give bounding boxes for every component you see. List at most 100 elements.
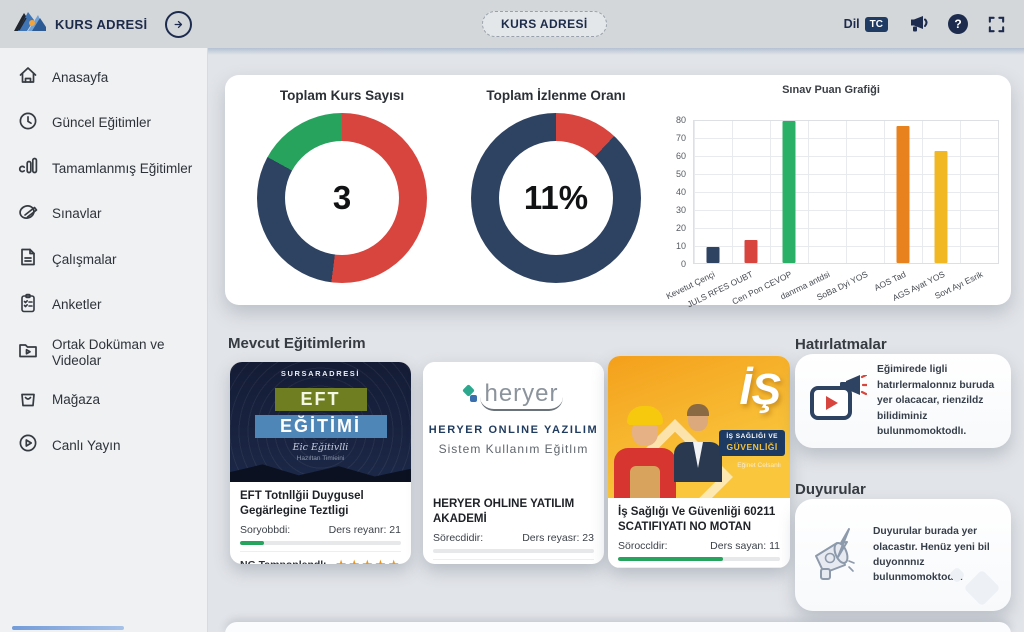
heryer-logo: heryer — [423, 382, 604, 411]
main-content: Toplam Kurs Sayısı 3 Toplam İzlenme Oran… — [208, 48, 1024, 632]
exam-pencil-icon — [17, 201, 39, 228]
sidebar-item-canli-yayin[interactable]: Canlı Yayın — [0, 426, 207, 465]
course-meta-value: Ders reyanr: 21 — [328, 523, 401, 536]
announcements-icon[interactable] — [907, 14, 929, 34]
course-meta-label: Sörecdidir: — [433, 531, 484, 544]
announcements-card: Duyurular burada yer olacastır. Henüz ye… — [795, 499, 1011, 611]
donut-chart: 3 — [257, 113, 427, 283]
y-tick-label: 20 — [675, 223, 686, 233]
sidebar-item-guncel-egitimler[interactable]: Güncel Eğitimler — [0, 104, 207, 143]
course-cover-heryer: heryer HERYER ONLINE YAZILIM Sistem Kull… — [423, 362, 604, 490]
topbar-left: KURS ADRESİ — [0, 7, 208, 42]
course-status-label: NG Tamponlendlı — [240, 559, 326, 564]
donut-chart: 11% — [471, 113, 641, 283]
home-icon — [17, 64, 39, 91]
sidebar-bottom-strip — [12, 626, 124, 630]
stats-panel: Toplam Kurs Sayısı 3 Toplam İzlenme Oran… — [225, 75, 1011, 309]
clock-icon — [17, 110, 39, 137]
survey-clipboard-icon — [17, 292, 39, 319]
next-panel-edge — [225, 622, 1011, 632]
suit-figure — [672, 404, 724, 482]
course-title: HERYER OHLINE YATILIM AKADEMİ — [433, 498, 575, 525]
reminders-empty-text: Eğimirede ligli hatırlermalonnız buruda … — [877, 364, 995, 438]
course-rating-stars: ★★★★★ — [335, 557, 401, 564]
course-progress-bar — [433, 548, 594, 553]
course-card-is-guvenligi[interactable]: İŞ İŞ SAĞLIĞI VE GÜVENLİĞİ Eğinet Celsan… — [608, 356, 790, 568]
language-selector[interactable]: Dil TC — [843, 16, 888, 32]
sidebar-item-calismalar[interactable]: Çalışmalar — [0, 240, 207, 279]
live-play-icon — [17, 432, 39, 459]
sidebar: Anasayfa Güncel Eğitimler Tamamlanmış Eğ… — [0, 48, 208, 632]
sidebar-item-ortak-dokuman-ve-videolar[interactable]: Ortak Doküman ve Videolar — [0, 331, 207, 374]
y-tick-label: 60 — [675, 151, 686, 161]
y-tick-label: 80 — [675, 115, 686, 125]
course-title: İş Sağlığı Ve Güvenliği 60211 SCATIFIYAT… — [618, 506, 776, 533]
brand-name: KURS ADRESİ — [55, 16, 148, 32]
sidebar-item-sinavlar[interactable]: Sınavlar — [0, 195, 207, 234]
sidebar-item-magaza[interactable]: Mağaza — [0, 381, 207, 420]
topbar-right: Dil TC ? — [844, 0, 1006, 48]
sidebar-collapse-button[interactable] — [165, 10, 192, 38]
donut-watch-rate: Toplam İzlenme Oranı 11% — [453, 88, 659, 283]
document-icon — [17, 246, 39, 273]
language-label: Dil — [843, 17, 860, 31]
bar-stats-icon — [17, 155, 39, 182]
sidebar-item-anketler[interactable]: Anketler — [0, 286, 207, 325]
bar-AGS Ayat YOS — [934, 151, 948, 263]
topbar: KURS ADRESİ KURS ADRESİ Dil TC ? — [0, 0, 1024, 48]
sidebar-item-anasayfa[interactable]: Anasayfa — [0, 58, 207, 97]
section-announcements: Duyurular — [795, 481, 866, 499]
y-tick-label: 40 — [675, 187, 686, 197]
video-reminder-icon — [809, 373, 870, 428]
shopping-bag-icon — [17, 387, 39, 414]
language-flag-badge: TC — [864, 16, 888, 32]
megaphone-sketch-icon — [809, 525, 863, 586]
donut-center-value: 3 — [332, 179, 352, 216]
y-tick-label: 70 — [675, 133, 686, 143]
course-meta-value: Ders sayan: 11 — [710, 539, 780, 552]
folder-video-icon — [17, 339, 39, 366]
bar-Cen Pon CEVOP — [782, 121, 796, 263]
bar-JULS RFES OUBT — [744, 239, 758, 263]
reminders-card: Eğimirede ligli hatırlermalonnız buruda … — [795, 354, 1011, 448]
safety-badge: İŞ SAĞLIĞI VE GÜVENLİĞİ — [719, 430, 785, 457]
bar-Kevetut Çençi — [706, 247, 720, 263]
course-cover-eft: SURSARADRESİ EFT EĞİTİMİ Eic Eğitivlli H… — [230, 362, 411, 482]
logo-dot-blue — [470, 395, 478, 402]
x-tick-label: JULS RFES OUBT — [685, 269, 755, 310]
bar-chart-plot — [693, 120, 999, 264]
section-my-courses: Mevcut Eğitimlerim — [228, 335, 366, 353]
course-title: EFT Totnllğii Duygusel Gegärlegine Teztl… — [240, 490, 364, 517]
y-tick-label: 50 — [675, 169, 686, 179]
y-tick-label: 30 — [675, 205, 686, 215]
course-progress-bar — [618, 556, 780, 561]
y-tick-label: 0 — [680, 259, 686, 269]
bar-AOS Tad — [896, 126, 910, 263]
course-meta-value: Ders reyasr: 23 — [522, 531, 594, 544]
section-reminders: Hatırlatmalar — [795, 336, 887, 354]
course-cover-is: İŞ İŞ SAĞLIĞI VE GÜVENLİĞİ Eğinet Celsan… — [608, 356, 790, 498]
chart-title: Sınav Puan Grafiği — [782, 84, 880, 96]
bar-chart-x-labels: Kevetut Çençi JULS RFES OUBT Cen Pon CEVOP… — [665, 266, 999, 309]
y-tick-label: 10 — [675, 241, 686, 251]
announcements-empty-text: Duyurular burada yer olacastır. Henüz ye… — [873, 526, 990, 584]
topbar-title-pill[interactable]: KURS ADRESİ — [482, 11, 607, 37]
chart-title: Toplam İzlenme Oranı — [486, 88, 626, 103]
course-progress-bar — [240, 540, 401, 545]
chart-title: Toplam Kurs Sayısı — [279, 88, 405, 103]
exam-score-bar-chart: Sınav Puan Grafiği 80 70 60 50 40 30 20 10 0 Kev… — [657, 84, 1005, 309]
mountain-silhouette — [230, 464, 411, 482]
worker-figure — [612, 402, 678, 498]
course-card-heryer[interactable]: heryer HERYER ONLINE YAZILIM Sistem Kull… — [423, 362, 604, 564]
help-icon[interactable]: ? — [948, 14, 968, 34]
donut-center-value: 11% — [523, 179, 589, 216]
sidebar-item-tamamlanmis-egitimler[interactable]: Tamamlanmış Eğitimler — [0, 149, 207, 188]
bar-chart-y-axis: 80 70 60 50 40 30 20 10 0 — [657, 84, 691, 300]
donut-total-courses: Toplam Kurs Sayısı 3 — [239, 88, 445, 283]
brand-logo-icon — [12, 7, 48, 42]
fullscreen-icon[interactable] — [987, 15, 1006, 34]
course-card-eft[interactable]: SURSARADRESİ EFT EĞİTİMİ Eic Eğitivlli H… — [230, 362, 411, 564]
course-meta-label: Soryobbdi: — [240, 523, 291, 536]
course-meta-label: Söroccldir: — [618, 539, 668, 552]
